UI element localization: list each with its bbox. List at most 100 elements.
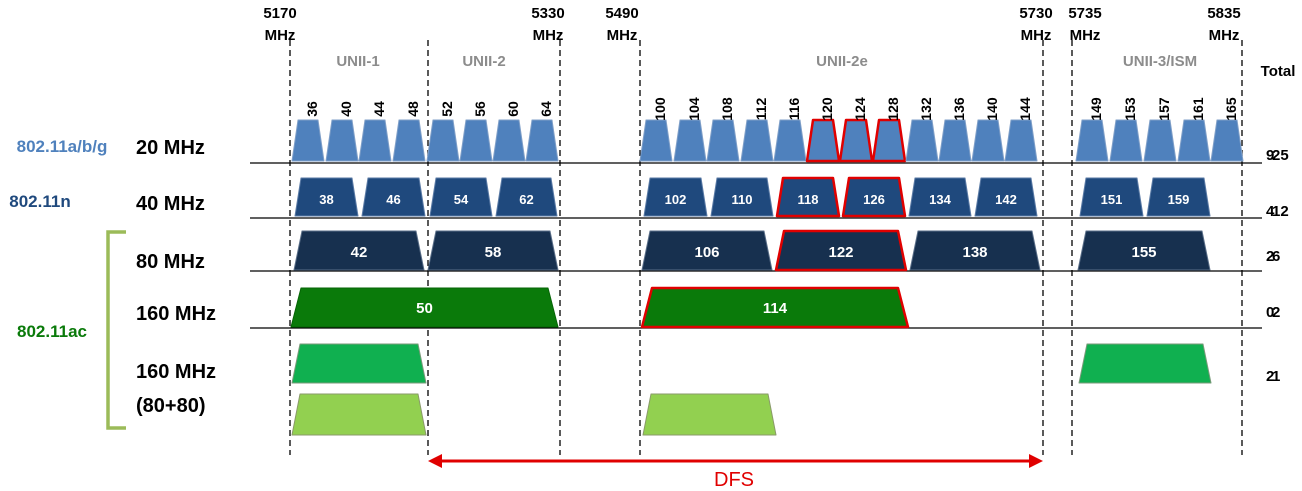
channel-20-mhz-mark <box>838 118 874 163</box>
channel-20-mhz-mark <box>1075 119 1109 162</box>
channel-80-mhz-label: 58 <box>485 244 502 261</box>
standard-label-n: 802.11n <box>9 192 70 211</box>
channel-40-mhz-label: 118 <box>798 192 819 207</box>
channel-80-mhz-mark <box>427 230 559 271</box>
channel-80-mhz-label: 138 <box>962 244 987 261</box>
frequency-value: 5170 <box>263 5 296 22</box>
channel-80-80-block <box>642 393 777 436</box>
channel-20-mhz-label: 132 <box>918 97 934 121</box>
channel-20-mhz-label: 108 <box>719 97 735 121</box>
channel-20-mhz-mark <box>358 119 392 162</box>
channel-80-mhz-mark <box>293 230 425 271</box>
channel-40-mhz-label: 151 <box>1101 192 1123 207</box>
channel-20-mhz-label: 120 <box>819 97 835 121</box>
channel-20-mhz-mark <box>938 119 972 162</box>
channel-40-mhz-label: 102 <box>665 192 687 207</box>
frequency-value: 5490 <box>605 5 638 22</box>
total-value-b: 12 <box>1272 203 1289 220</box>
frequency-value: 5330 <box>531 5 564 22</box>
channel-width-label: 160 MHz <box>136 303 216 325</box>
channel-80-mhz-label: 42 <box>351 244 368 261</box>
channel-20-mhz-mark <box>971 119 1005 162</box>
channel-20-mhz-mark <box>459 119 493 162</box>
channel-width-label: 20 MHz <box>136 137 205 159</box>
ac-bracket <box>106 230 126 430</box>
channel-width-label: 80 MHz <box>136 251 205 273</box>
channel-40-mhz-label: 54 <box>454 192 469 207</box>
channel-160-mhz-mark <box>290 287 559 328</box>
channel-80-mhz-label: 106 <box>694 244 719 261</box>
channel-40-mhz-mark <box>841 176 907 218</box>
channel-20-mhz-label: 144 <box>1017 97 1033 121</box>
total-value-b: 2 <box>1272 304 1280 321</box>
dfs-arrow-head-left <box>428 454 442 468</box>
channel-width-label: 40 MHz <box>136 193 205 215</box>
channel-20-mhz-mark <box>805 118 841 163</box>
channel-20-mhz-label: 52 <box>439 101 455 117</box>
channel-20-mhz-label: 140 <box>984 97 1000 121</box>
channel-20-mhz-label: 40 <box>338 101 354 117</box>
frequency-unit: MHz <box>1209 27 1240 44</box>
band-label: UNII-2 <box>462 53 505 70</box>
total-value-a: 2 <box>1266 368 1274 385</box>
channel-20-mhz-label: 64 <box>538 101 554 117</box>
channel-40-mhz-label: 62 <box>519 192 533 207</box>
channel-20-mhz-mark <box>871 118 907 163</box>
channel-80-80-block <box>291 343 427 384</box>
channel-width-label-2: (80+80) <box>136 395 206 417</box>
channel-80-mhz-label: 155 <box>1131 244 1156 261</box>
channel-80-mhz-mark <box>909 230 1041 271</box>
channel-20-mhz-mark <box>1177 119 1211 162</box>
channel-40-mhz-mark <box>974 177 1038 217</box>
frequency-value: 5835 <box>1207 5 1240 22</box>
channel-20-mhz-label: 44 <box>371 101 387 117</box>
channel-20-mhz-label: 104 <box>686 97 702 121</box>
channel-20-mhz-label: 116 <box>786 97 802 120</box>
total-value-a: 0 <box>1266 304 1274 321</box>
channel-20-mhz-mark <box>426 119 460 162</box>
channel-40-mhz-mark <box>1146 177 1211 217</box>
channel-20-mhz-label: 36 <box>304 101 320 117</box>
channel-20-mhz-mark <box>525 119 559 162</box>
channel-20-mhz-label: 112 <box>753 97 769 120</box>
band-label: UNII-2e <box>816 53 868 70</box>
total-value-b: 6 <box>1272 248 1280 265</box>
channel-20-mhz-mark <box>1109 119 1143 162</box>
channel-40-mhz-mark <box>1079 177 1144 217</box>
channel-80-80-block <box>1078 343 1212 384</box>
channel-40-mhz-mark <box>643 177 708 217</box>
channel-80-mhz-label: 122 <box>828 244 853 261</box>
channel-40-mhz-label: 110 <box>732 192 753 207</box>
channel-20-mhz-label: 60 <box>505 101 521 117</box>
channel-40-mhz-mark <box>710 177 774 217</box>
channel-40-mhz-label: 159 <box>1168 192 1190 207</box>
standard-label-ac: 802.11ac <box>17 322 87 341</box>
channel-20-mhz-mark <box>773 119 807 162</box>
frequency-unit: MHz <box>1021 27 1052 44</box>
channel-20-mhz-mark <box>1004 119 1038 162</box>
channel-40-mhz-label: 38 <box>319 192 333 207</box>
channel-80-80-block <box>291 393 427 436</box>
frequency-unit: MHz <box>265 27 296 44</box>
channel-20-mhz-label: 128 <box>885 97 901 121</box>
channel-20-mhz-label: 165 <box>1223 97 1239 121</box>
total-value-b: 1 <box>1272 368 1280 385</box>
frequency-unit: MHz <box>533 27 564 44</box>
channel-40-mhz-label: 46 <box>386 192 400 207</box>
channel-40-mhz-mark <box>495 177 558 217</box>
channel-40-mhz-mark <box>908 177 972 217</box>
standard-label-abg: 802.11a/b/g <box>17 137 108 156</box>
channel-40-mhz-mark <box>775 176 841 218</box>
channel-80-mhz-mark <box>1077 230 1211 271</box>
frequency-unit: MHz <box>607 27 638 44</box>
channel-20-mhz-mark <box>1210 119 1244 162</box>
channel-20-mhz-label: 153 <box>1122 97 1138 121</box>
channel-40-mhz-label: 142 <box>995 192 1017 207</box>
channel-40-mhz-label: 134 <box>929 192 951 207</box>
band-label: UNII-3/ISM <box>1123 53 1197 70</box>
channel-20-mhz-label: 157 <box>1156 97 1172 121</box>
total-header: Total <box>1261 63 1296 80</box>
total-value-a: 4 <box>1266 203 1275 220</box>
